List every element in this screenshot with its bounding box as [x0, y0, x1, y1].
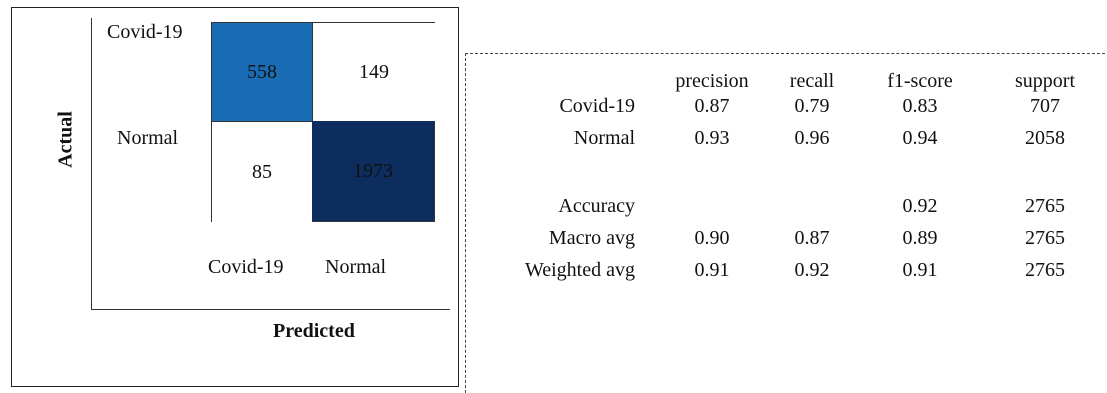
row-label-covid: Covid-19 — [107, 21, 183, 43]
report-row-label: Macro avg — [548, 227, 635, 249]
classification-report-panel — [465, 53, 1107, 393]
report-cell: 0.93 — [694, 127, 730, 149]
report-cell: 0.96 — [794, 127, 830, 149]
col-header-support: support — [1015, 70, 1075, 92]
report-cell: 2765 — [1025, 195, 1065, 217]
report-cell: 0.92 — [794, 259, 830, 281]
cm-cell-0-0: 558 — [212, 23, 312, 121]
x-axis-label: Predicted — [273, 320, 355, 342]
report-row-label: Weighted avg — [524, 259, 635, 281]
x-axis-line — [91, 309, 450, 310]
col-header-recall: recall — [789, 70, 835, 92]
report-row-label: Covid-19 — [559, 95, 635, 117]
report-cell: 0.89 — [902, 227, 938, 249]
report-cell: 2765 — [1025, 259, 1065, 281]
report-cell: 0.90 — [694, 227, 730, 249]
report-cell: 0.92 — [902, 195, 938, 217]
cm-value-0-1: 149 — [359, 60, 389, 83]
y-axis-label: Actual — [54, 111, 77, 168]
report-cell: 0.87 — [694, 95, 730, 117]
col-label-covid: Covid-19 — [208, 256, 284, 278]
report-cell: 0.91 — [902, 259, 938, 281]
report-cell: 0.87 — [794, 227, 830, 249]
report-cell: 0.83 — [902, 95, 938, 117]
col-header-f1: f1-score — [887, 70, 953, 92]
cm-cell-1-1: 1973 — [312, 121, 434, 221]
cm-cell-0-1: 149 — [312, 23, 435, 121]
report-cell: 0.79 — [794, 95, 830, 117]
cm-value-1-1: 1973 — [353, 159, 393, 182]
col-label-normal: Normal — [325, 256, 387, 278]
report-cell: 707 — [1030, 95, 1060, 117]
report-row-label: Normal — [573, 127, 635, 149]
report-cell: 0.94 — [902, 127, 938, 149]
report-cell: 2058 — [1025, 127, 1065, 149]
row-label-normal: Normal — [117, 127, 179, 149]
report-row-label: Accuracy — [558, 195, 635, 217]
cm-value-0-0: 558 — [247, 60, 277, 83]
report-cell: 0.91 — [694, 259, 730, 281]
confusion-matrix-grid: 558 149 85 1973 — [211, 22, 435, 222]
cm-cell-1-0: 85 — [212, 121, 312, 222]
y-axis-line — [91, 18, 92, 310]
report-cell: 2765 — [1025, 227, 1065, 249]
cm-value-1-0: 85 — [252, 160, 272, 183]
col-header-precision: precision — [675, 70, 749, 92]
